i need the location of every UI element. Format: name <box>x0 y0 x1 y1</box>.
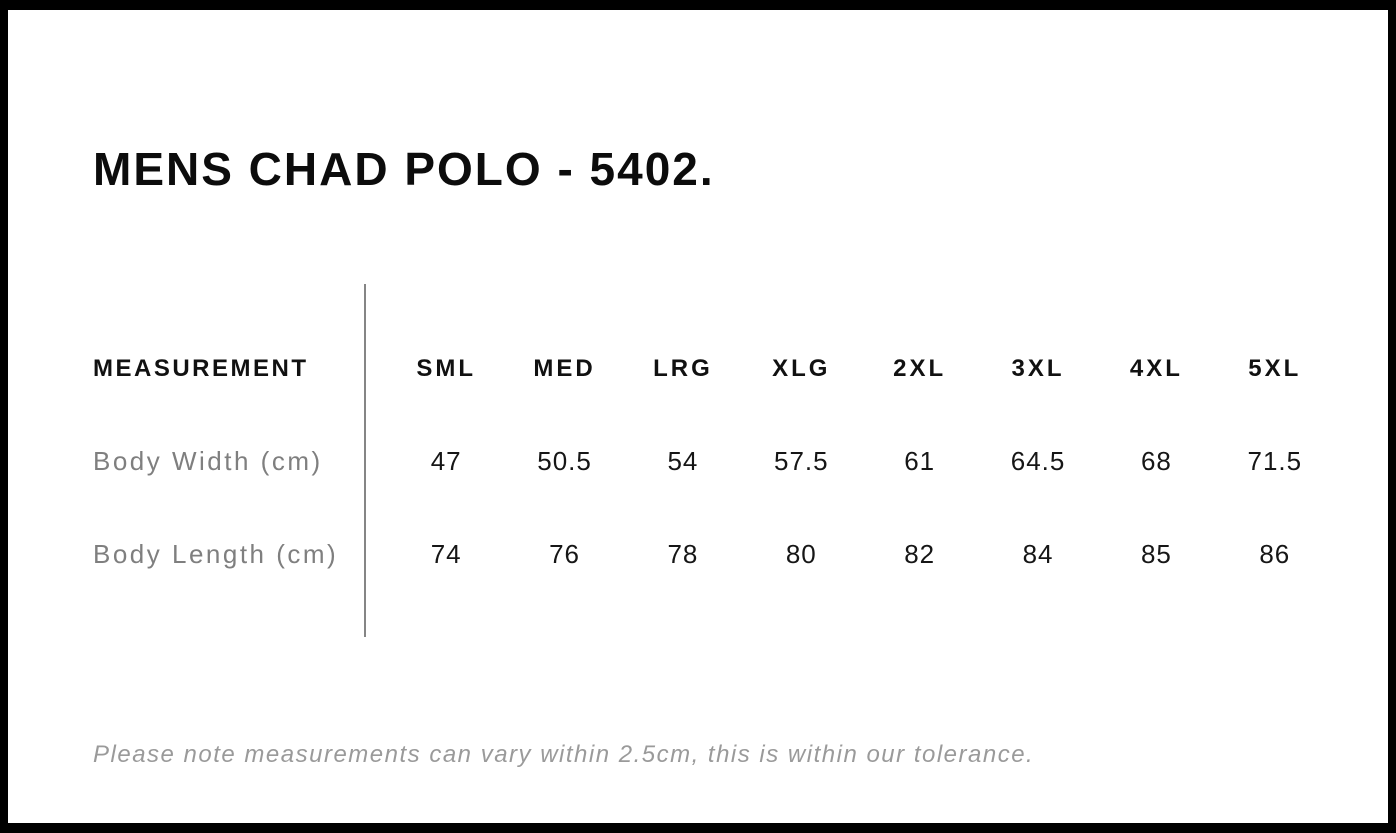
tolerance-note: Please note measurements can vary within… <box>93 741 1035 768</box>
measurement-value-cell: 47 <box>430 445 462 476</box>
measurement-value-cell: 85 <box>1140 538 1172 569</box>
measurement-value-cell: 84 <box>1022 538 1054 569</box>
measurement-value-cell: 64.5 <box>1010 445 1066 476</box>
measurement-row-values: 74 76 78 80 82 84 85 86 <box>387 539 1334 570</box>
measurement-value-cell: 61 <box>904 445 936 476</box>
measurement-value-cell: 68 <box>1140 445 1172 476</box>
measurement-value-cell: 54 <box>667 445 699 476</box>
measurement-value-cell: 80 <box>785 538 817 569</box>
measurement-row-values: 47 50.5 54 57.5 61 64.5 68 71.5 <box>387 446 1334 477</box>
size-column-header: SML <box>416 355 477 382</box>
size-header-cells: SML MED LRG XLG 2XL 3XL 4XL 5XL <box>387 355 1334 383</box>
size-column-header: 2XL <box>893 355 947 382</box>
size-column-header: 5XL <box>1248 355 1302 382</box>
measurement-value-cell: 74 <box>430 538 462 569</box>
size-column-header: MED <box>533 355 596 382</box>
table-header-row: MEASUREMENT SML MED LRG XLG 2XL 3XL 4XL 5XL <box>93 354 1334 384</box>
measurement-value-cell: 82 <box>904 538 936 569</box>
measurement-row-label: Body Width (cm) <box>93 445 323 476</box>
measurement-value-cell: 76 <box>549 538 581 569</box>
measurement-value-cell: 50.5 <box>537 445 592 476</box>
size-column-header: XLG <box>772 355 831 382</box>
measurement-value-cell: 86 <box>1259 538 1291 569</box>
page-title: MENS CHAD POLO - 5402. <box>93 142 715 195</box>
table-divider <box>364 284 366 637</box>
measurement-value-cell: 57.5 <box>774 445 829 476</box>
measurement-column-header: MEASUREMENT <box>93 355 309 382</box>
size-column-header: 3XL <box>1011 355 1065 382</box>
measurement-row: Body Length (cm) 74 76 78 80 82 84 85 86 <box>93 539 1334 569</box>
measurement-value-cell: 71.5 <box>1247 445 1303 476</box>
measurement-row: Body Width (cm) 47 50.5 54 57.5 61 64.5 68 71.5 <box>93 446 1334 476</box>
size-column-header: 4XL <box>1129 355 1183 382</box>
measurement-value-cell: 78 <box>667 538 699 569</box>
size-column-header: LRG <box>653 355 713 382</box>
measurement-row-label: Body Length (cm) <box>93 538 339 569</box>
